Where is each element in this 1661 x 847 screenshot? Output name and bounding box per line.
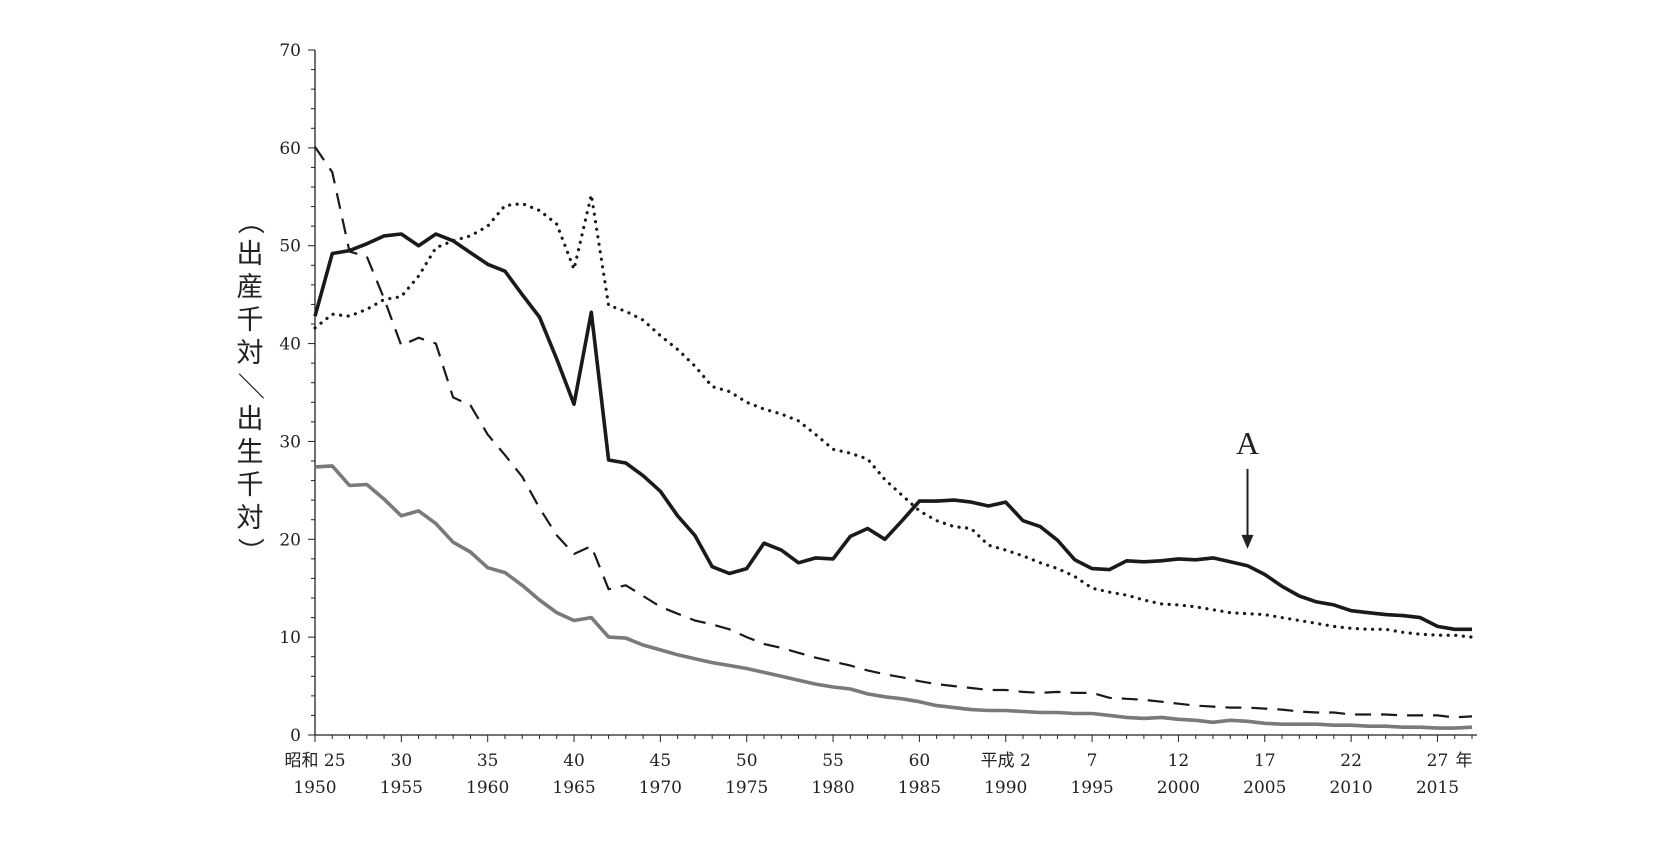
x-tick-year-label: 1965 (552, 778, 595, 798)
x-tick-era-label: 40 (563, 751, 585, 771)
ticks: 0 10 20 30 40 50 60 70 昭和 25 1950 30 1955 35 1960 40 19… (279, 41, 1473, 798)
x-tick-era-label: 55 (822, 751, 844, 771)
x-tick-year-label: 1950 (293, 778, 336, 798)
y-tick-label: 40 (279, 335, 301, 355)
series-layer (313, 146, 1474, 730)
series-dashed-black (314, 146, 1473, 719)
x-tick-era-label: 17 (1254, 751, 1276, 771)
annotation-layer: A (1236, 425, 1259, 549)
y-tick-label: 60 (279, 139, 301, 159)
x-tick-year-label: 1970 (639, 778, 682, 798)
y-label-char: 生 (237, 437, 264, 468)
y-tick-label: 50 (279, 237, 301, 257)
y-label-char: 対 (237, 338, 264, 369)
y-label-char: 出 (237, 239, 264, 270)
x-tick-era-label: 30 (391, 751, 413, 771)
x-tick-year-label: 2010 (1329, 778, 1372, 798)
x-tick-era-label: 50 (736, 751, 758, 771)
y-tick-label: 0 (290, 726, 301, 746)
annotation-arrow-head (1241, 534, 1254, 549)
x-tick-era-label: 12 (1168, 751, 1190, 771)
x-tick-era-label: 22 (1340, 751, 1362, 771)
x-tick-year-label: 2005 (1243, 778, 1286, 798)
y-label-char: 対 (237, 503, 264, 534)
series-solid-gray (314, 464, 1473, 730)
x-tick-year-label: 1975 (725, 778, 768, 798)
x-unit-label: 年 (1456, 751, 1473, 771)
x-tick-year-label: 2000 (1157, 778, 1200, 798)
y-tick-label: 30 (279, 432, 301, 452)
y-label-char: （ (234, 208, 265, 235)
x-tick-year-label: 2015 (1416, 778, 1459, 798)
y-tick-label: 70 (279, 41, 301, 61)
x-tick-year-label: 1995 (1070, 778, 1113, 798)
annotation-label: A (1236, 425, 1259, 461)
x-tick-era-label: 35 (477, 751, 499, 771)
y-label-char: 産 (237, 272, 264, 303)
x-tick-era-label: 60 (909, 751, 931, 771)
series-solid-black (313, 232, 1472, 632)
y-tick-label: 20 (279, 530, 301, 550)
x-tick-era-label: 45 (650, 751, 672, 771)
x-tick-year-label: 1990 (984, 778, 1027, 798)
axes (314, 50, 1477, 736)
x-tick-era-label: 27 (1427, 751, 1449, 771)
x-tick-year-label: 1985 (898, 778, 941, 798)
series-dotted-black (313, 193, 1474, 639)
y-label-char: 出 (237, 404, 264, 435)
x-tick-year-label: 1980 (811, 778, 854, 798)
y-tick-label: 10 (279, 628, 301, 648)
x-tick-era-label: 7 (1087, 751, 1098, 771)
y-label-char: 千 (237, 305, 264, 336)
x-tick-year-label: 1960 (466, 778, 509, 798)
y-label-char: ／ (234, 373, 265, 400)
x-tick-era-label: 平成 2 (981, 751, 1031, 771)
x-tick-era-label: 昭和 25 (284, 751, 345, 771)
x-tick-year-label: 1955 (380, 778, 423, 798)
y-label-char: 千 (237, 470, 264, 501)
y-label-char: ） (234, 538, 265, 565)
